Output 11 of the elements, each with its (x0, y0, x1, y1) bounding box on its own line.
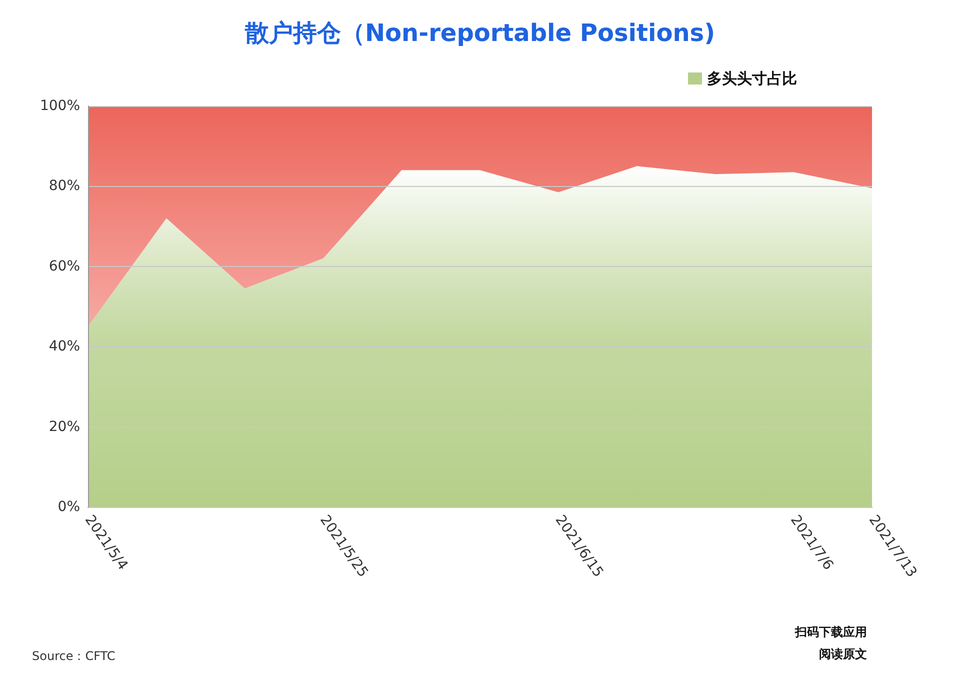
source-note: Source：CFTC (32, 649, 116, 663)
y-tick-label: 40% (48, 338, 80, 355)
y-tick-label: 100% (40, 98, 80, 114)
text: 阅读原文 (819, 647, 867, 661)
y-tick-label: 80% (48, 178, 80, 194)
chart-title: 散户持仓（Non-reportable Positions) (244, 19, 716, 47)
legend-label: 多头头寸占比 (707, 70, 797, 88)
text: 扫码下载应用 (794, 625, 867, 639)
y-tick-label: 60% (48, 258, 80, 274)
y-tick-label: 0% (58, 499, 80, 515)
y-tick-label: 20% (48, 418, 80, 435)
